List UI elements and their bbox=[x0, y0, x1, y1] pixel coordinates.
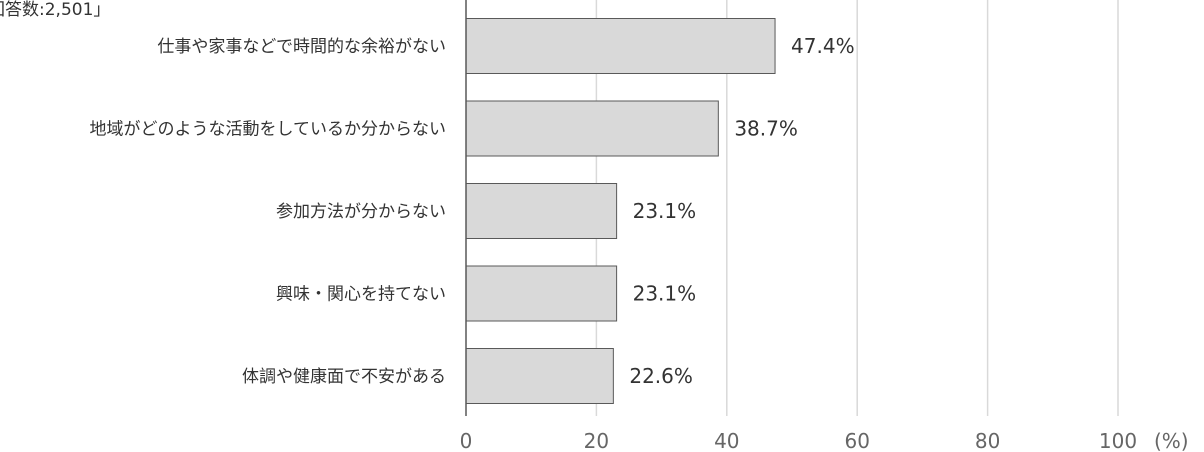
x-tick-label: 100 bbox=[1099, 429, 1137, 452]
value-labels: 47.4% 38.7% 23.1% 23.1% 22.6% bbox=[629, 34, 854, 388]
category-label: 体調や健康面で不安がある bbox=[242, 367, 446, 387]
x-tick-label: 60 bbox=[844, 429, 869, 452]
bar bbox=[465, 348, 614, 404]
value-label: 23.1% bbox=[633, 282, 697, 306]
bar bbox=[465, 100, 719, 157]
x-tick-label: 20 bbox=[584, 429, 609, 452]
bar bbox=[465, 18, 776, 74]
x-tick-label: 0 bbox=[460, 429, 473, 452]
x-tick-label: 80 bbox=[975, 429, 1000, 452]
value-label: 47.4% bbox=[791, 34, 855, 58]
respondent-count-note: 回答数:2,501」 bbox=[0, 0, 110, 20]
bar bbox=[465, 265, 618, 322]
category-label: 参加方法が分からない bbox=[276, 202, 446, 222]
category-label: 地域がどのような活動をしているか分からない bbox=[90, 120, 447, 140]
bar bbox=[465, 183, 618, 239]
x-tick-label: 40 bbox=[714, 429, 739, 452]
category-label: 仕事や家事などで時間的な余裕がない bbox=[157, 37, 446, 57]
value-label: 22.6% bbox=[629, 364, 693, 388]
bars bbox=[465, 18, 776, 404]
value-label: 23.1% bbox=[633, 199, 697, 223]
x-unit-label: (%) bbox=[1154, 429, 1189, 452]
category-labels: 仕事や家事などで時間的な余裕がない地域がどのような活動をしているか分からない参加… bbox=[90, 37, 447, 387]
category-label: 興味・関心を持てない bbox=[276, 285, 446, 305]
value-label: 38.7% bbox=[734, 117, 798, 141]
x-tick-labels: 0 20 40 60 80 100 bbox=[460, 429, 1137, 452]
